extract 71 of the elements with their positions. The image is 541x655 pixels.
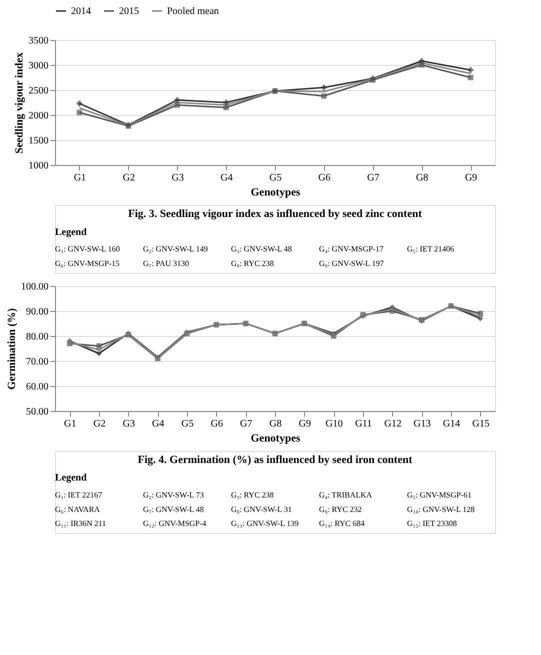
text: Legend [55,226,88,238]
y-tick-label: 2500 [28,86,48,96]
x-tick-label: G1 [64,418,76,430]
x-tick-label: G1 [74,172,86,184]
text: G₃: RYC 238 [231,490,274,500]
y-tick-label: 90.00 [26,306,48,318]
x-tick-label: G13 [414,418,431,430]
text: G₂: GNV-SW-L 149 [143,244,208,254]
legend-label: 2014 [71,6,91,17]
x-tick-label: G5 [181,418,194,430]
text: G₂: GNV-SW-L 73 [143,490,204,500]
y-tick-label: 80.00 [26,332,48,342]
y-tick-label: 50.00 [26,406,48,418]
text: G₄: TRIBALKA [319,490,372,500]
legend-label: Pooled mean [167,6,219,17]
x-axis-title: Genotypes [250,432,301,444]
y-tick-label: 3000 [28,60,48,72]
caption: Fig. 4. Germination (%) as influenced by seed iron content [138,454,413,466]
text: G₁₀: GNV-SW-L 128 [407,504,475,514]
text: G₅: IET 21406 [407,244,454,254]
text: G₁₅: IET 23308 [407,519,457,528]
x-tick-label: G5 [269,172,282,184]
text: G₆: NAVARA [55,504,100,514]
text: G₁₂: GNV-MSGP-4 [143,519,206,528]
x-tick-label: G2 [93,418,106,430]
text: G₁₁: IR36N 211 [55,519,106,528]
text: G₃: GNV-SW-L 48 [231,244,292,254]
text: G₁: IET 22167 [55,490,102,500]
text: G₄: GNV-MSGP-17 [319,244,384,254]
text: G₉: RYC 232 [319,504,362,514]
x-tick-label: G8 [416,172,428,184]
x-tick-label: G3 [172,172,184,184]
x-tick-label: G14 [442,418,460,430]
x-tick-label: G12 [384,418,402,430]
x-tick-label: G10 [326,418,343,430]
text: G₁: GNV-SW-L 160 [55,244,120,254]
x-tick-label: G2 [122,172,135,184]
text: G₇: GNV-SW-L 48 [143,504,204,514]
y-tick-label: 70.00 [26,356,48,368]
x-tick-label: G6 [318,172,331,184]
y-tick-label: 1500 [28,136,48,146]
x-tick-label: G3 [122,418,135,430]
y-tick-label: 3500 [28,36,48,46]
x-tick-label: G11 [355,418,372,430]
x-tick-label: G4 [152,418,164,430]
y-tick-label: 1000 [28,160,48,172]
legend-label: 2015 [119,6,139,17]
caption: Fig. 3. Seedling vigour index as influenced by seed zinc content [128,208,422,220]
text: G₇: PAU 3130 [143,259,190,268]
y-tick-label: 100.00 [21,282,48,292]
y-tick-label: 60.00 [26,382,48,392]
text: G₁₃: GNV-SW-L 139 [231,519,299,528]
x-tick-label: G15 [472,418,490,430]
y-axis-title: Germination (%) [6,308,18,390]
x-tick-label: G4 [220,172,233,184]
x-tick-label: G7 [240,418,252,430]
y-axis-title: Seedling vigour index [14,52,26,154]
text: G₉: GNV-SW-L 197 [319,259,384,268]
x-tick-label: G7 [367,172,380,184]
x-tick-label: G9 [464,172,478,184]
text: G₈: RYC 238 [231,259,274,268]
x-tick-label: G8 [269,418,282,430]
x-tick-label: G6 [210,418,223,430]
text: G₅: GNV-MSGP-61 [407,490,472,500]
y-tick-label: 2000 [28,110,48,122]
text: G₈: GNV-SW-L 31 [231,504,292,514]
x-tick-label: G9 [298,418,311,430]
text: G₁₄: RYC 684 [319,519,365,528]
text: Legend [55,472,88,484]
x-axis-title: Genotypes [250,186,301,198]
text: G₆: GNV-MSGP-15 [55,259,120,268]
